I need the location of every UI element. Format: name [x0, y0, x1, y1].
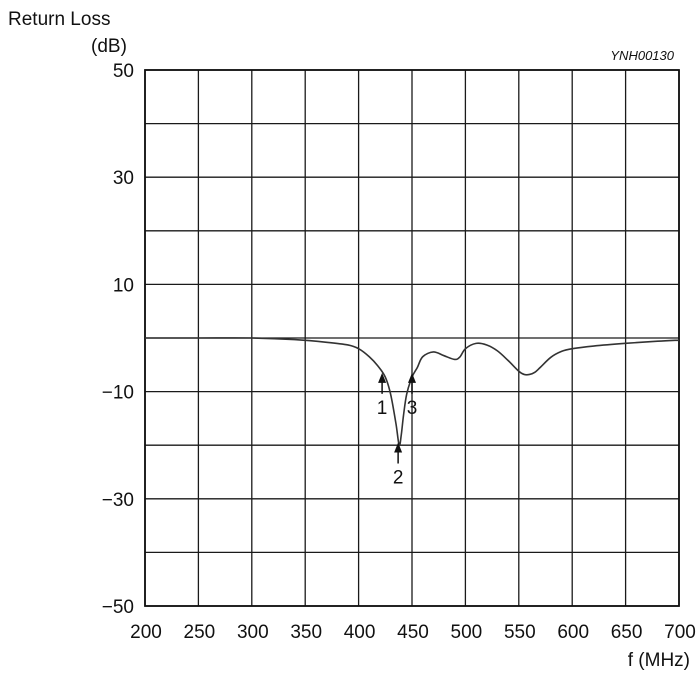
x-tick-label: 300 [237, 622, 269, 643]
x-tick-label: 400 [344, 622, 376, 643]
y-tick-label: 10 [113, 275, 134, 296]
y-axis-label-line1: Return Loss [8, 9, 110, 30]
x-tick-label: 500 [451, 622, 483, 643]
marker-layer: 1 2 3 [377, 372, 418, 489]
x-tick-label: 650 [611, 622, 643, 643]
marker-arrow-head [378, 372, 387, 383]
marker-label: 1 [377, 398, 388, 419]
curve-layer [144, 337, 680, 447]
marker-1: 1 [377, 372, 388, 419]
x-tick-label: 200 [130, 622, 162, 643]
figure-code: YNH00130 [610, 48, 674, 63]
y-axis-label-line2: (dB) [91, 36, 127, 57]
x-tick-label: 600 [557, 622, 589, 643]
return-loss-series-line [144, 337, 680, 447]
x-tick-label: 350 [290, 622, 322, 643]
marker-arrow-head [408, 372, 416, 383]
y-tick-label: 50 [113, 61, 134, 82]
marker-2: 2 [393, 442, 404, 489]
y-tick-label: −50 [102, 597, 134, 618]
marker-arrow-head [394, 442, 403, 453]
y-tick-labels: 50 30 10 −10 −30 −50 [102, 61, 134, 618]
y-tick-label: −30 [102, 490, 134, 511]
x-tick-label: 450 [397, 622, 429, 643]
x-tick-labels: 200 250 300 350 400 450 500 550 600 650 700 [130, 622, 696, 643]
marker-3: 3 [407, 372, 418, 419]
x-axis-label: f (MHz) [628, 650, 690, 671]
y-tick-label: 30 [113, 168, 134, 189]
marker-label: 3 [407, 398, 418, 419]
x-tick-label: 250 [184, 622, 216, 643]
x-tick-label: 550 [504, 622, 536, 643]
y-tick-label: −10 [102, 383, 134, 404]
marker-label: 2 [393, 468, 404, 489]
x-tick-label: 700 [664, 622, 696, 643]
